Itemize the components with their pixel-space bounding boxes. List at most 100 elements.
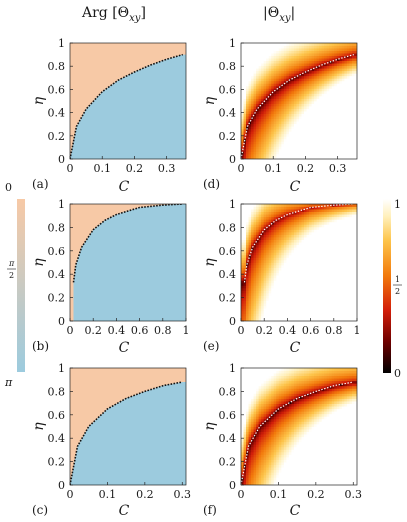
left-colorbar-tick-pi-half: π 2 — [7, 259, 16, 280]
x-tick-label: 0.2 — [136, 488, 154, 501]
y-tick-label: 1 — [229, 37, 236, 50]
y-axis-label: η — [31, 96, 47, 105]
y-tick-label: 0.6 — [219, 245, 237, 258]
y-tick-label: 0.2 — [48, 292, 66, 305]
y-tick-label: 0 — [229, 153, 236, 166]
left-colorbar — [17, 199, 25, 372]
panel-label: (a) — [32, 177, 49, 191]
y-tick-label: 1 — [229, 362, 236, 375]
x-axis-label: C — [290, 179, 301, 195]
y-axis-label: η — [202, 258, 218, 267]
y-tick-label: 0.8 — [219, 60, 237, 73]
svg-text:π: π — [8, 259, 15, 268]
y-tick-label: 0.4 — [48, 432, 66, 445]
y-tick-label: 0.4 — [219, 107, 237, 120]
x-tick-label: 0.3 — [329, 162, 347, 175]
x-axis-label: C — [290, 503, 301, 518]
y-axis-label: η — [202, 96, 218, 105]
panel-label: (f) — [203, 503, 217, 517]
y-tick-label: 0.8 — [48, 385, 66, 398]
panel-a: 0 0.1 0.2 0.3 0 0.2 0.4 0.6 0.8 1 Cη (a) — [31, 37, 186, 195]
y-tick-label: 0.6 — [219, 409, 237, 422]
y-tick-label: 0 — [58, 479, 65, 492]
panel-label: (e) — [203, 339, 219, 353]
right-colorbar-tick-1: 1 — [394, 198, 401, 211]
x-tick-label: 0.8 — [154, 324, 172, 337]
x-tick-label: 0.2 — [255, 324, 273, 337]
y-tick-label: 0.2 — [219, 292, 237, 305]
y-tick-label: 0.4 — [219, 268, 237, 281]
x-tick-label: 0 — [67, 162, 74, 175]
x-tick-label: 0.8 — [325, 324, 343, 337]
panel-label: (d) — [203, 177, 220, 191]
y-tick-label: 1 — [58, 198, 65, 211]
y-tick-label: 0.2 — [48, 130, 66, 143]
x-tick-label: 0.1 — [264, 162, 282, 175]
x-tick-label: 0.6 — [302, 324, 320, 337]
right-colorbar — [383, 199, 391, 373]
x-tick-label: 0.3 — [158, 162, 176, 175]
right-colorbar-tick-half: 1 2 — [393, 275, 402, 296]
x-tick-label: 0.3 — [345, 488, 363, 501]
y-tick-label: 0.8 — [219, 221, 237, 234]
y-tick-label: 1 — [58, 37, 65, 50]
x-tick-label: 0 — [238, 488, 245, 501]
left-colorbar-tick-0: 0 — [5, 181, 12, 194]
y-tick-label: 1 — [229, 198, 236, 211]
y-axis-label: η — [31, 258, 47, 267]
x-tick-label: 0 — [67, 488, 74, 501]
x-tick-label: 0.2 — [126, 162, 144, 175]
x-tick-label: 0 — [67, 324, 74, 337]
x-tick-label: 0 — [238, 324, 245, 337]
svg-text:2: 2 — [395, 287, 400, 296]
x-axis-label: C — [290, 340, 301, 356]
plot-area — [241, 368, 357, 485]
y-tick-label: 0.8 — [219, 385, 237, 398]
left-colorbar-tick-pi: π — [4, 376, 13, 389]
y-tick-label: 0.2 — [48, 456, 66, 469]
column-title-arg: Arg [Θxy] — [81, 5, 146, 24]
x-axis-label: C — [119, 503, 130, 518]
y-tick-label: 0.8 — [48, 60, 66, 73]
plot-area — [241, 43, 357, 159]
x-tick-label: 0 — [238, 162, 245, 175]
y-tick-label: 0 — [229, 315, 236, 328]
y-tick-label: 0 — [58, 153, 65, 166]
y-tick-label: 1 — [58, 362, 65, 375]
y-tick-label: 0.4 — [48, 107, 66, 120]
plot-area — [241, 204, 357, 321]
svg-text:1: 1 — [395, 275, 400, 284]
y-tick-label: 0.2 — [219, 456, 237, 469]
x-tick-label: 0.3 — [174, 488, 192, 501]
y-tick-label: 0.2 — [219, 130, 237, 143]
y-axis-label: η — [202, 422, 218, 431]
plot-area — [70, 368, 186, 485]
x-axis-label: C — [119, 179, 130, 195]
x-tick-label: 0.2 — [84, 324, 102, 337]
x-axis-label: C — [119, 340, 130, 356]
y-tick-label: 0.6 — [48, 245, 66, 258]
plot-area — [70, 43, 186, 159]
column-title-abs: |Θxy| — [263, 5, 295, 24]
x-tick-label: 0.1 — [93, 162, 111, 175]
y-tick-label: 0.4 — [48, 268, 66, 281]
y-tick-label: 0.8 — [48, 221, 66, 234]
x-tick-label: 0.6 — [131, 324, 149, 337]
plot-area — [70, 204, 186, 321]
x-tick-label: 0.1 — [99, 488, 117, 501]
x-tick-label: 0.2 — [297, 162, 315, 175]
x-tick-label: 1 — [183, 324, 190, 337]
y-tick-label: 0 — [229, 479, 236, 492]
y-tick-label: 0.6 — [48, 83, 66, 96]
panel-label: (c) — [32, 503, 48, 517]
svg-text:2: 2 — [9, 271, 14, 280]
x-tick-label: 0.4 — [279, 324, 297, 337]
x-tick-label: 0.2 — [307, 488, 325, 501]
y-axis-label: η — [31, 422, 47, 431]
